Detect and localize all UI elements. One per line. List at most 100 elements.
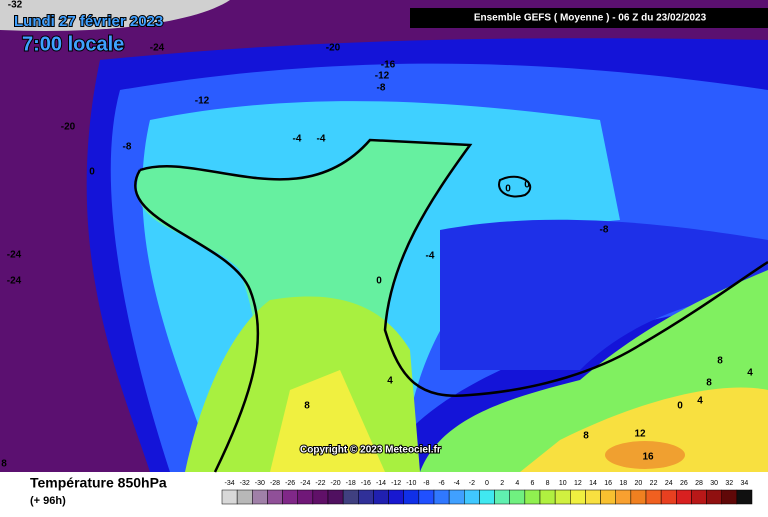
colorbar-label: -32	[240, 480, 250, 487]
colorbar-swatch	[660, 489, 677, 505]
contour-label: 4	[387, 376, 393, 387]
colorbar-label: 0	[485, 480, 489, 487]
contour-labels: -32-24 -20-16-12-8-12-20-8-4 -400 0-24-24-4…	[1, 0, 753, 470]
colorbar: -34 -32 -30 -28 -26 -24 -22 -20 -18 -16 -14 -12 -10-…	[221, 480, 753, 505]
contour-label: -24	[150, 43, 165, 54]
colorbar-label: -12	[391, 480, 401, 487]
colorbar-swatch	[358, 489, 374, 505]
contour-label: -8	[600, 225, 609, 236]
colorbar-swatch	[600, 489, 616, 505]
colorbar-swatch	[691, 489, 707, 505]
contour-label: 8	[706, 378, 712, 389]
colorbar-swatch	[509, 489, 526, 505]
colorbar-label: -2	[469, 480, 475, 487]
colorbar-label: 28	[695, 480, 703, 487]
colorbar-swatch	[373, 489, 389, 505]
contour-label: -12	[375, 71, 390, 82]
colorbar-swatch	[645, 489, 662, 505]
map: Ensemble GEFS ( Moyenne ) - 06 Z du 23/0…	[0, 0, 768, 473]
colorbar-swatch	[721, 489, 738, 505]
colorbar-swatch	[524, 489, 541, 505]
contour-label: -20	[326, 43, 341, 54]
contour-label: 4	[697, 396, 703, 407]
colorbar-swatch	[252, 489, 268, 505]
contour-label: -20	[61, 122, 76, 133]
contour-label: 0	[89, 167, 95, 178]
colorbar-swatch	[433, 489, 450, 505]
contour-label: -4	[426, 251, 435, 262]
colorbar-swatch	[327, 489, 344, 505]
colorbar-label: 6	[530, 480, 534, 487]
colorbar-label: 10	[559, 480, 567, 487]
colorbar-swatch	[570, 489, 586, 505]
colorbar-label: 30	[710, 480, 718, 487]
colorbar-label: 18	[619, 480, 627, 487]
colorbar-label: 16	[604, 480, 612, 487]
colorbar-swatch	[267, 489, 283, 505]
colorbar-label: 24	[665, 480, 673, 487]
colorbar-label: 26	[680, 480, 688, 487]
contour-label: -8	[377, 83, 386, 94]
contour-label: 0	[524, 180, 530, 191]
colorbar-label: 4	[515, 480, 519, 487]
colorbar-swatch	[615, 489, 632, 505]
colorbar-swatch	[464, 489, 480, 505]
contour-label: -16	[381, 60, 396, 71]
colorbar-label: -18	[346, 480, 356, 487]
time: 7:00 locale	[22, 33, 124, 55]
colorbar-swatch	[297, 489, 314, 505]
colorbar-swatch	[494, 489, 510, 505]
colorbar-label: -4	[454, 480, 460, 487]
colorbar-label: 32	[725, 480, 733, 487]
colorbar-swatch	[448, 489, 465, 505]
contour-label: -24	[7, 276, 22, 287]
contour-label: 16	[642, 452, 654, 463]
colorbar-label: -10	[406, 480, 416, 487]
contour-label: -4	[317, 134, 326, 145]
colorbar-swatch	[676, 489, 692, 505]
colorbar-swatch	[388, 489, 404, 505]
colorbar-swatch	[312, 489, 329, 505]
colorbar-swatch	[236, 489, 253, 505]
colorbar-label: 20	[635, 480, 643, 487]
colorbar-swatch	[342, 489, 359, 505]
colorbar-label: -30	[255, 480, 265, 487]
contour-label: 8	[1, 459, 7, 470]
colorbar-label: -14	[376, 480, 386, 487]
colorbar-swatch	[418, 489, 435, 505]
colorbar-label: 8	[546, 480, 550, 487]
contour-label: 0	[677, 401, 683, 412]
colorbar-swatch	[585, 489, 601, 505]
contour-label: 12	[634, 429, 646, 440]
colorbar-swatch	[403, 489, 420, 505]
colorbar-label: 14	[589, 480, 597, 487]
colorbar-label: -26	[285, 480, 295, 487]
contour-label: 8	[304, 401, 310, 412]
colorbar-swatch	[736, 489, 753, 505]
lead-time: (+ 96h)	[30, 495, 66, 507]
colorbar-label: -6	[438, 480, 444, 487]
date: Lundi 27 février 2023	[14, 13, 163, 30]
colorbar-label: -28	[270, 480, 280, 487]
contour-label: 4	[747, 368, 753, 379]
contour-label: -24	[7, 250, 22, 261]
colorbar-swatch	[221, 489, 238, 505]
model-title: Ensemble GEFS ( Moyenne ) - 06 Z du 23/0…	[474, 13, 707, 24]
contour-label: 8	[583, 431, 589, 442]
contour-label: 0	[505, 184, 511, 195]
contour-label: 0	[376, 276, 382, 287]
contour-label: -12	[195, 96, 210, 107]
contour-label: -4	[293, 134, 302, 145]
colorbar-swatch	[282, 489, 298, 505]
colorbar-label: -22	[315, 480, 325, 487]
colorbar-swatch	[554, 489, 571, 505]
colorbar-label: 12	[574, 480, 582, 487]
legend-title: Température 850hPa	[30, 475, 167, 491]
colorbar-swatch	[539, 489, 556, 505]
colorbar-label: -16	[361, 480, 371, 487]
copyright: Copyright © 2023 Meteociel.fr	[300, 445, 441, 456]
colorbar-label: -24	[300, 480, 310, 487]
colorbar-swatch	[479, 489, 495, 505]
contour-label: -32	[8, 0, 23, 11]
